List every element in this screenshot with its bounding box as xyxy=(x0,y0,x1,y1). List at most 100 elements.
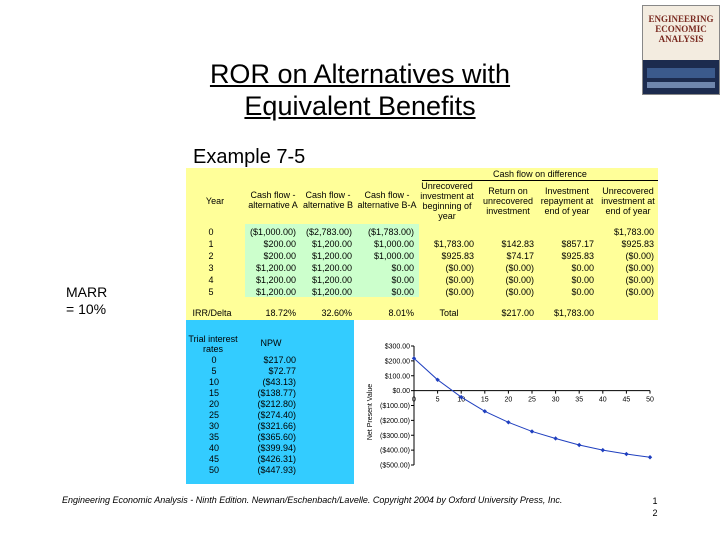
npw-table-background xyxy=(186,320,354,484)
table-cell: $200.00 xyxy=(263,239,296,249)
total-label: Total xyxy=(439,308,459,318)
table-cell: $1,200.00 xyxy=(311,287,352,297)
y-tick-label: $0.00 xyxy=(392,388,410,395)
column-header-unrecovered-end: Unrecovered investment at end of year xyxy=(601,186,655,216)
table-cell: 1 xyxy=(208,239,214,249)
x-tick-label: 20 xyxy=(505,397,513,404)
npw-series-line xyxy=(413,357,651,458)
table-cell: $0.00 xyxy=(571,287,594,297)
table-cell: ($0.00) xyxy=(505,287,534,297)
npw-value: $217.00 xyxy=(263,355,296,365)
column-header-return: Return on unrecovered investment xyxy=(482,186,534,216)
npw-data-point xyxy=(647,455,653,460)
npw-rate: 25 xyxy=(208,410,219,420)
table-cell: 2 xyxy=(208,251,214,261)
npw-data-point xyxy=(529,429,535,434)
book-cover-stripe xyxy=(647,68,715,78)
x-tick-label: 35 xyxy=(575,397,583,404)
page-number-line-2: 2 xyxy=(652,508,658,518)
x-tick-label: 5 xyxy=(436,397,440,404)
npw-data-point xyxy=(459,394,464,400)
npw-value: ($447.93) xyxy=(257,465,296,475)
x-tick-label: 50 xyxy=(646,397,654,404)
table-cell: 5 xyxy=(208,287,214,297)
x-tick-label: 15 xyxy=(481,397,489,404)
copyright-footer: Engineering Economic Analysis - Ninth Ed… xyxy=(62,495,563,505)
table-cell: $1,200.00 xyxy=(311,239,352,249)
x-tick-label: 0 xyxy=(412,397,416,404)
slide-title: ROR on Alternatives with Equivalent Bene… xyxy=(150,58,570,122)
table-cell: 4 xyxy=(208,275,214,285)
table-cell: $1,783.00 xyxy=(613,227,654,237)
table-cell: ($1,000.00) xyxy=(249,227,296,237)
irr-b-minus-a: 8.01% xyxy=(388,308,414,318)
group-header-rule xyxy=(422,180,658,181)
table-cell: ($0.00) xyxy=(625,251,654,261)
npw-data-point xyxy=(411,356,417,361)
x-tick-label: 25 xyxy=(528,397,536,404)
title-line-1: ROR on Alternatives with xyxy=(209,59,511,89)
book-cover-image: ENGINEERING ECONOMIC ANALYSIS xyxy=(642,5,720,95)
table-cell: $1,200.00 xyxy=(255,275,296,285)
table-cell: $925.83 xyxy=(621,239,654,249)
npw-rate: 15 xyxy=(208,388,219,398)
table-cell: 0 xyxy=(208,227,214,237)
book-cover-stripe-2 xyxy=(647,82,715,88)
y-tick-label: ($500.00) xyxy=(380,463,410,470)
table-cell: $1,200.00 xyxy=(311,263,352,273)
npw-value: ($365.60) xyxy=(257,432,296,442)
npw-rate: 5 xyxy=(211,366,217,376)
page-number-line-1: 1 xyxy=(652,496,658,506)
npw-rate: 45 xyxy=(208,454,219,464)
y-tick-label: $100.00 xyxy=(385,373,410,380)
y-tick-label: ($300.00) xyxy=(380,433,410,440)
npw-value: ($138.77) xyxy=(257,388,296,398)
total-repayment: $1,783.00 xyxy=(553,308,594,318)
x-tick-label: 45 xyxy=(623,397,631,404)
table-cell: $1,200.00 xyxy=(311,275,352,285)
x-tick-label: 30 xyxy=(552,397,560,404)
npw-data-point xyxy=(506,420,511,425)
column-header-alt-a: Cash flow - alternative A xyxy=(248,190,298,210)
npw-rate: 35 xyxy=(208,432,219,442)
book-cover-top xyxy=(643,6,719,60)
npw-data-point xyxy=(624,451,629,457)
column-header-alt-b: Cash flow - alternative B xyxy=(302,190,354,210)
y-axis-label: Net Present Value xyxy=(367,384,374,440)
column-header-unrecovered-begin: Unrecovered investment at beginning of y… xyxy=(420,181,474,221)
trial-rate-header: Trial interest rates xyxy=(188,334,238,354)
npw-data-point xyxy=(435,377,440,383)
table-cell: $200.00 xyxy=(263,251,296,261)
column-header-repayment: Investment repayment at end of year xyxy=(540,186,594,216)
table-cell: $0.00 xyxy=(391,263,414,273)
table-cell: 3 xyxy=(208,263,214,273)
table-cell: ($0.00) xyxy=(445,287,474,297)
table-cell: $925.83 xyxy=(561,251,594,261)
npw-value: ($399.94) xyxy=(257,443,296,453)
npw-data-point xyxy=(553,436,558,441)
table-cell: $1,200.00 xyxy=(255,263,296,273)
table-cell: $74.17 xyxy=(506,251,534,261)
book-cover-title: ENGINEERING ECONOMIC ANALYSIS xyxy=(648,14,714,44)
page-number: 1 2 xyxy=(650,495,660,519)
npw-value: ($43.13) xyxy=(262,377,296,387)
table-cell: $1,000.00 xyxy=(373,251,414,261)
irr-a: 18.72% xyxy=(265,308,296,318)
npw-value: ($426.31) xyxy=(257,454,296,464)
npw-rate: 10 xyxy=(208,377,219,387)
table-cell: $925.83 xyxy=(441,251,474,261)
irr-label: IRR/Delta xyxy=(192,308,232,318)
table-cell: ($0.00) xyxy=(445,263,474,273)
npw-data-point xyxy=(577,442,582,448)
table-cell: ($0.00) xyxy=(505,275,534,285)
npw-data-point xyxy=(482,409,487,414)
marr-line-2: = 10% xyxy=(66,301,107,317)
total-return: $217.00 xyxy=(501,308,534,318)
table-cell: ($1,783.00) xyxy=(367,227,414,237)
npw-value: ($274.40) xyxy=(257,410,296,420)
y-tick-label: $300.00 xyxy=(385,344,410,351)
column-header-year: Year xyxy=(205,196,225,206)
table-cell: $0.00 xyxy=(391,275,414,285)
x-tick-label: 10 xyxy=(457,397,465,404)
table-cell: $1,200.00 xyxy=(255,287,296,297)
